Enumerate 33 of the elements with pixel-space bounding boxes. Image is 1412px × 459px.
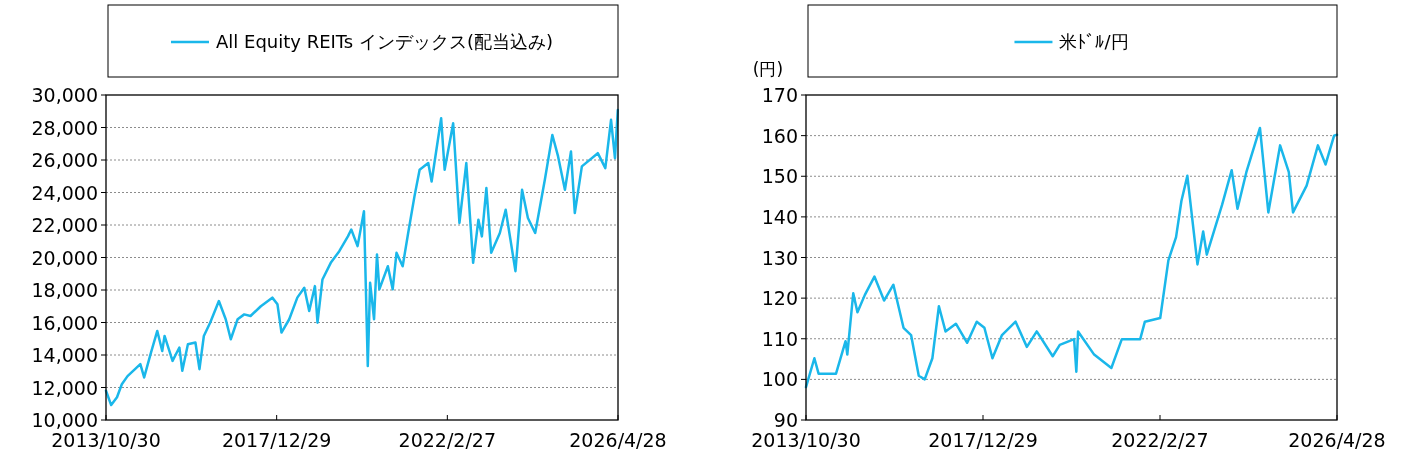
y-tick-label: 150 bbox=[761, 165, 798, 188]
x-tick-label: 2022/2/27 bbox=[1111, 429, 1209, 451]
x-tick-label: 2013/10/30 bbox=[51, 429, 161, 451]
y-tick-label: 12,000 bbox=[31, 376, 98, 399]
y-tick-label: 20,000 bbox=[31, 246, 98, 269]
line-series bbox=[804, 126, 1339, 389]
x-tick-label: 2017/12/29 bbox=[928, 429, 1038, 451]
y-tick-label: 30,000 bbox=[31, 84, 98, 106]
x-tick-label: 2026/4/28 bbox=[569, 429, 667, 451]
x-tick-label: 2022/2/27 bbox=[398, 429, 497, 451]
y-tick-label: 120 bbox=[761, 287, 798, 310]
x-tick-label: 2013/10/30 bbox=[751, 429, 861, 451]
y-tick-label: 110 bbox=[761, 327, 798, 350]
y-tick-label: 22,000 bbox=[31, 214, 98, 236]
y-tick-label: 26,000 bbox=[31, 149, 98, 171]
y-tick-label: 140 bbox=[761, 205, 798, 228]
y-tick-label: 10,000 bbox=[31, 409, 98, 431]
y-tick-label: 90 bbox=[773, 409, 798, 431]
y-tick-label: 100 bbox=[761, 368, 798, 391]
y-tick-label: 170 bbox=[761, 84, 798, 106]
y-tick-label: 160 bbox=[761, 124, 798, 147]
y-tick-label: 18,000 bbox=[31, 279, 98, 301]
y-tick-label: 16,000 bbox=[31, 311, 98, 334]
x-tick-label: 2017/12/29 bbox=[221, 429, 332, 451]
y-tick-label: 24,000 bbox=[31, 181, 98, 204]
y-tick-label: 130 bbox=[761, 246, 798, 269]
x-tick-label: 2026/4/28 bbox=[1288, 429, 1386, 451]
y-tick-label: 28,000 bbox=[31, 116, 98, 139]
y-axis-title: (円) bbox=[752, 59, 784, 79]
line-series bbox=[104, 108, 620, 407]
legend-label: All Equity REITs インデックス(配当込み) bbox=[215, 31, 554, 52]
y-tick-label: 14,000 bbox=[31, 344, 98, 366]
legend-label: 米ﾄﾞﾙ/円 bbox=[1059, 31, 1129, 52]
